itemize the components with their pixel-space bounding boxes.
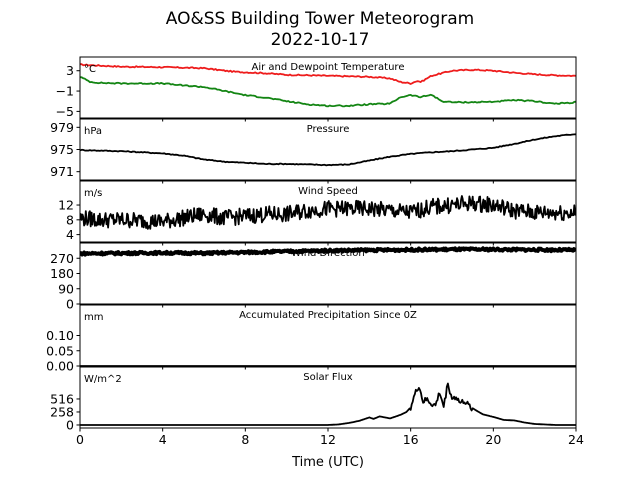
panel-title: Wind Speed bbox=[298, 186, 358, 197]
panel-title: Solar Flux bbox=[303, 372, 353, 383]
y-tick-label: 0 bbox=[66, 417, 74, 432]
x-tick-label: 4 bbox=[159, 432, 167, 447]
panel-title: Air and Dewpoint Temperature bbox=[252, 62, 405, 73]
series-line-1 bbox=[80, 246, 576, 257]
x-tick-label: 0 bbox=[76, 432, 84, 447]
panel-unit-label: mm bbox=[84, 312, 103, 323]
panel-1: 3 −1 −5 Air and Dewpoint Temperature °C bbox=[56, 56, 577, 122]
series-line-1 bbox=[80, 133, 576, 167]
series-line-1 bbox=[80, 382, 576, 426]
y-tick-label: 975 bbox=[50, 142, 74, 157]
y-tick-label: 4 bbox=[66, 227, 74, 242]
panel-title: Wind Direction bbox=[291, 248, 365, 259]
y-tick-label: −1 bbox=[56, 84, 74, 99]
y-tick-label: 180 bbox=[50, 266, 74, 281]
y-tick-label: 12 bbox=[58, 198, 74, 213]
y-tick-label: 979 bbox=[50, 120, 74, 135]
y-tick-label: 270 bbox=[50, 251, 74, 266]
panel-unit-label: °C bbox=[84, 64, 96, 75]
y-tick-label: 3 bbox=[66, 63, 74, 78]
series-line-1 bbox=[80, 195, 576, 230]
series-line-1 bbox=[80, 63, 576, 85]
panel-unit-label: hPa bbox=[84, 126, 102, 137]
x-tick-label: 8 bbox=[241, 432, 249, 447]
x-axis-label: Time (UTC) bbox=[291, 455, 364, 470]
x-tick-label: 20 bbox=[485, 432, 501, 447]
panel-unit-label: m/s bbox=[84, 188, 102, 199]
x-axis: 0 4 8 12 16 20 24 bbox=[76, 432, 584, 447]
y-tick-label: 971 bbox=[50, 164, 74, 179]
panel-title: Accumulated Precipitation Since 0Z bbox=[239, 310, 417, 321]
y-tick-label: 258 bbox=[50, 404, 74, 419]
y-tick-label: 0.00 bbox=[46, 359, 74, 374]
y-tick-label: −5 bbox=[56, 104, 74, 119]
y-tick-label: 0 bbox=[66, 297, 74, 312]
panel-unit-label: W/m^2 bbox=[84, 374, 122, 385]
y-tick-label: 0.10 bbox=[46, 328, 74, 343]
figure-subtitle: 2022-10-17 bbox=[271, 30, 370, 50]
panel-2: 979 975 971 Pressure hPa bbox=[50, 118, 577, 184]
panel-title: Pressure bbox=[307, 124, 350, 135]
y-tick-label: 0.05 bbox=[46, 343, 74, 358]
y-tick-label: 8 bbox=[66, 212, 74, 227]
panel-5: 0.100.050.00 Accumulated Precipitation Si… bbox=[46, 304, 577, 374]
x-tick-label: 24 bbox=[568, 432, 584, 447]
series-line-2 bbox=[80, 76, 576, 108]
figure-title: AO&SS Building Tower Meteorogram bbox=[166, 9, 474, 29]
y-tick-label: 90 bbox=[58, 281, 74, 296]
y-tick-label: 516 bbox=[50, 391, 74, 406]
x-tick-label: 12 bbox=[320, 432, 336, 447]
x-tick-label: 16 bbox=[403, 432, 419, 447]
